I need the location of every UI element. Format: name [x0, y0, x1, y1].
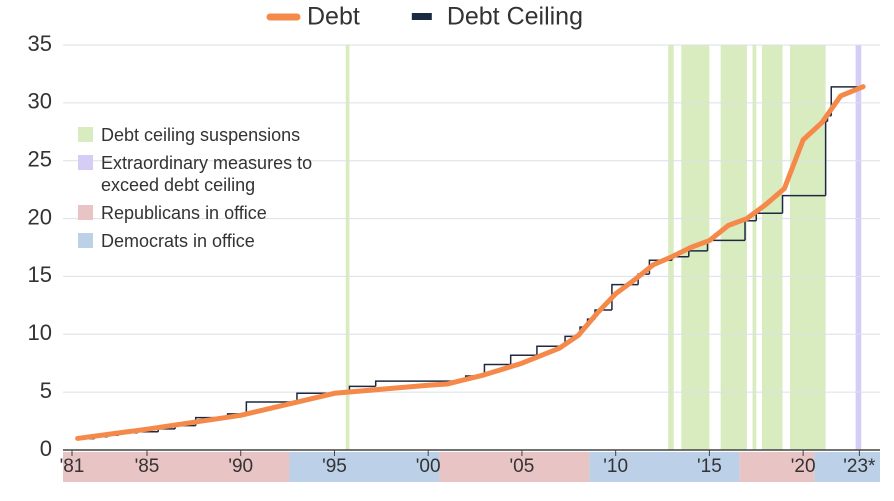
- y-tick-label: 30: [28, 89, 52, 114]
- legend-label: Extraordinary measures to exceed debt ce…: [101, 153, 313, 195]
- shaded-span: [855, 45, 862, 450]
- y-tick-label: 5: [40, 378, 52, 403]
- x-tick-label: '90: [228, 456, 253, 477]
- x-tick-label: '00: [416, 456, 441, 477]
- legend-label: Debt ceiling suspensions: [101, 125, 301, 145]
- legend-label: Debt: [307, 3, 360, 31]
- party-band: [439, 452, 590, 482]
- legend-swatch: [78, 205, 93, 220]
- legend-item: Debt ceiling suspensions: [78, 124, 338, 146]
- legend-swatch: [78, 233, 93, 248]
- legend-item: Democrats in office: [78, 230, 338, 252]
- y-tick-label: 15: [28, 262, 52, 287]
- x-tick-label: '20: [791, 456, 816, 477]
- party-band: [589, 452, 740, 482]
- x-tick-label: '05: [510, 456, 535, 477]
- party-band: [814, 452, 880, 482]
- shading-legend: Debt ceiling suspensions Extraordinary me…: [78, 124, 338, 258]
- ceiling-step: [245, 401, 297, 414]
- legend-item: Republicans in office: [78, 202, 338, 224]
- y-tick-label: 25: [28, 147, 52, 172]
- party-band: [289, 452, 440, 482]
- x-tick-label: '95: [322, 456, 347, 477]
- legend-swatch: [78, 127, 93, 142]
- shaded-span: [790, 45, 826, 450]
- x-tick-label: '15: [697, 456, 722, 477]
- y-tick-label: 35: [28, 31, 52, 56]
- x-tick-label: '85: [135, 456, 160, 477]
- shaded-span: [761, 45, 783, 450]
- x-tick-label: '81: [60, 456, 85, 477]
- legend-item: Extraordinary measures to exceed debt ce…: [78, 152, 338, 196]
- ceiling-step: [824, 120, 828, 196]
- ceiling-step: [483, 363, 511, 376]
- shaded-span: [668, 45, 674, 450]
- shaded-span: [720, 45, 747, 450]
- shaded-span: [752, 45, 757, 450]
- party-band: [63, 452, 290, 482]
- legend-label: Debt Ceiling: [447, 3, 583, 31]
- legend-label: Democrats in office: [101, 231, 255, 251]
- legend-label: Republicans in office: [101, 203, 267, 223]
- ceiling-step: [509, 354, 537, 365]
- y-tick-label: 0: [40, 436, 52, 461]
- ceiling-step: [536, 345, 566, 356]
- ceiling-step: [374, 380, 466, 387]
- x-tick-label: '23*: [843, 456, 876, 477]
- legend-swatch: [411, 13, 432, 20]
- ceiling-step: [781, 194, 826, 214]
- y-tick-label: 20: [28, 204, 52, 229]
- legend-swatch: [78, 155, 93, 170]
- x-tick-label: '10: [603, 456, 628, 477]
- debt-line: [75, 84, 866, 441]
- party-band: [739, 452, 815, 482]
- shaded-span: [345, 45, 350, 450]
- y-tick-label: 10: [28, 320, 52, 345]
